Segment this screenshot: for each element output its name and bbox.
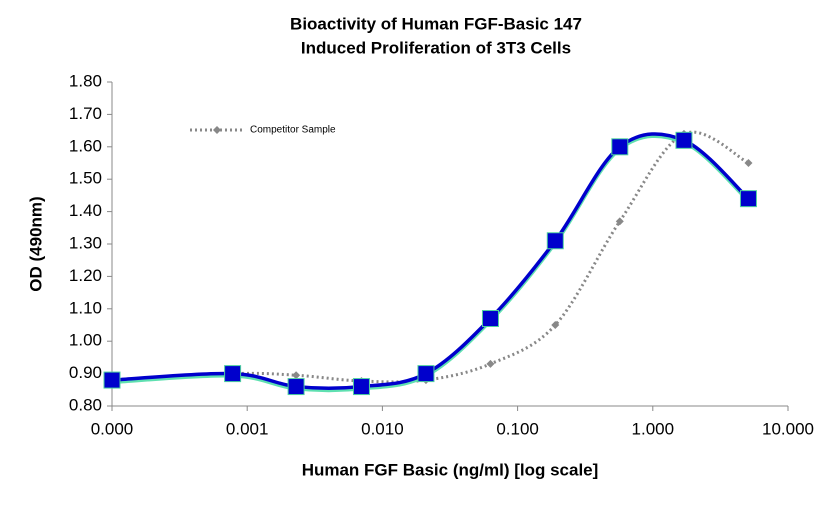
x-tick-label: 1.000 [632, 419, 675, 438]
y-tick-label: 0.90 [69, 363, 102, 382]
y-tick-label: 1.70 [69, 104, 102, 123]
marker [417, 365, 435, 383]
chart-title: Bioactivity of Human FGF-Basic 147 [290, 14, 582, 33]
marker [103, 371, 121, 389]
x-axis-title: Human FGF Basic (ng/ml) [log scale] [302, 460, 599, 479]
marker [615, 217, 624, 226]
marker [551, 321, 560, 329]
marker [292, 371, 301, 380]
y-tick-label: 1.30 [69, 233, 102, 252]
x-tick-label: 0.010 [361, 419, 404, 438]
y-tick-label: 1.80 [69, 71, 102, 90]
y-tick-label: 1.40 [69, 201, 102, 220]
marker [486, 359, 495, 368]
x-tick-label: 10.000 [762, 419, 814, 438]
marker [481, 310, 499, 328]
legend-label: Competitor Sample [250, 125, 336, 136]
y-tick-label: 1.20 [69, 266, 102, 285]
marker [611, 138, 629, 156]
y-tick-label: 1.60 [69, 136, 102, 155]
line [111, 130, 750, 384]
marker [287, 378, 305, 396]
y-tick-label: 1.10 [69, 298, 102, 317]
marker [224, 365, 242, 383]
marker [739, 190, 757, 208]
marker [546, 232, 564, 250]
x-tick-label: 0.001 [226, 419, 269, 438]
legend-marker [213, 126, 221, 134]
marker [744, 159, 753, 167]
x-tick-label: 0.100 [496, 419, 539, 438]
y-tick-label: 1.50 [69, 169, 102, 188]
y-tick-label: 1.00 [69, 331, 102, 350]
marker [675, 131, 693, 149]
x-tick-label: 0.000 [91, 419, 134, 438]
line-glow [111, 133, 750, 393]
line [111, 132, 750, 390]
y-tick-label: 0.80 [69, 395, 102, 414]
y-axis-title: OD (490nm) [26, 196, 45, 291]
marker [352, 378, 370, 396]
chart-title: Induced Proliferation of 3T3 Cells [301, 38, 571, 57]
